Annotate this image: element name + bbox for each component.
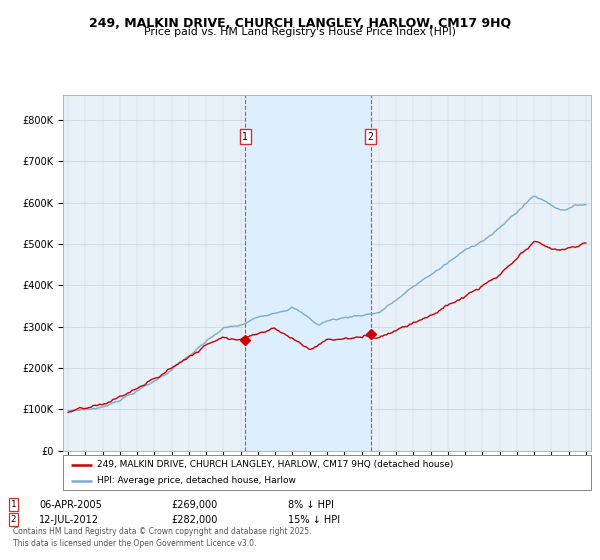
Text: 1: 1 xyxy=(242,132,248,142)
Text: £282,000: £282,000 xyxy=(171,515,217,525)
Text: 2: 2 xyxy=(368,132,374,142)
Text: 12-JUL-2012: 12-JUL-2012 xyxy=(39,515,99,525)
Text: £269,000: £269,000 xyxy=(171,500,217,510)
Text: Price paid vs. HM Land Registry's House Price Index (HPI): Price paid vs. HM Land Registry's House … xyxy=(144,27,456,38)
Text: 2: 2 xyxy=(11,515,16,524)
Text: 1: 1 xyxy=(11,500,16,509)
Text: 15% ↓ HPI: 15% ↓ HPI xyxy=(288,515,340,525)
Text: 249, MALKIN DRIVE, CHURCH LANGLEY, HARLOW, CM17 9HQ (detached house): 249, MALKIN DRIVE, CHURCH LANGLEY, HARLO… xyxy=(97,460,454,469)
Text: 249, MALKIN DRIVE, CHURCH LANGLEY, HARLOW, CM17 9HQ: 249, MALKIN DRIVE, CHURCH LANGLEY, HARLO… xyxy=(89,17,511,30)
Bar xyxy=(245,95,371,451)
Text: HPI: Average price, detached house, Harlow: HPI: Average price, detached house, Harl… xyxy=(97,476,296,485)
Text: Contains HM Land Registry data © Crown copyright and database right 2025.
This d: Contains HM Land Registry data © Crown c… xyxy=(13,527,312,548)
Text: 06-APR-2005: 06-APR-2005 xyxy=(39,500,102,510)
Text: 8% ↓ HPI: 8% ↓ HPI xyxy=(288,500,334,510)
